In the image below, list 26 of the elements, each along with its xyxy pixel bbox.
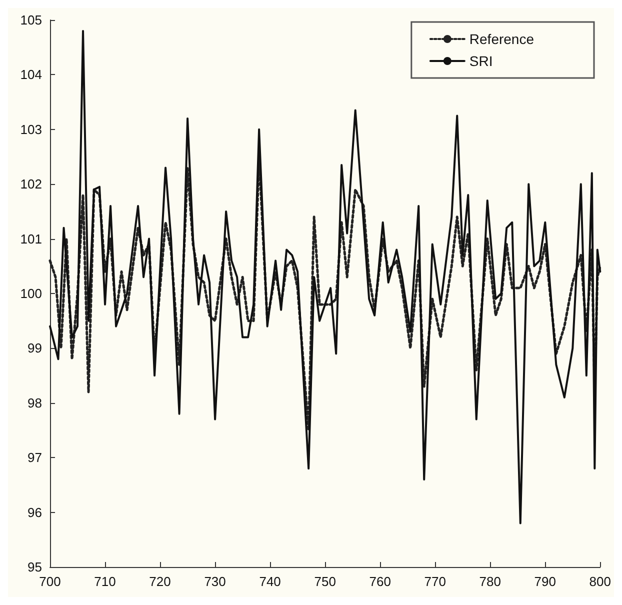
y-tick-label: 98	[28, 395, 42, 410]
y-tick-label: 105	[20, 12, 42, 28]
x-tick-label: 730	[204, 574, 226, 589]
y-tick-label: 100	[20, 286, 42, 301]
legend-label: SRI	[469, 53, 493, 69]
x-tick-label: 700	[39, 574, 61, 589]
legend-label: Reference	[469, 31, 534, 47]
y-tick-label: 103	[20, 122, 42, 137]
line-series	[49, 30, 602, 524]
x-tick-label: 770	[424, 574, 446, 589]
x-tick-label: 790	[534, 574, 556, 589]
x-tick-label: 740	[259, 574, 281, 589]
x-tick-label: 780	[479, 574, 501, 589]
y-tick-label: 95	[28, 560, 42, 574]
x-tick-label: 750	[314, 574, 336, 589]
y-tick-label: 99	[28, 340, 42, 356]
x-tick-label: 800	[589, 574, 612, 589]
x-tick-label: 760	[369, 574, 391, 589]
line-series	[48, 156, 602, 432]
y-tick-label: 102	[20, 176, 42, 192]
x-tick-label: 710	[94, 574, 116, 589]
x-tick-label: 720	[149, 574, 171, 589]
y-tick-label: 96	[28, 504, 42, 520]
y-tick-label: 104	[20, 67, 42, 82]
y-tick-label: 97	[28, 450, 42, 466]
y-tick-label: 101	[20, 231, 42, 246]
